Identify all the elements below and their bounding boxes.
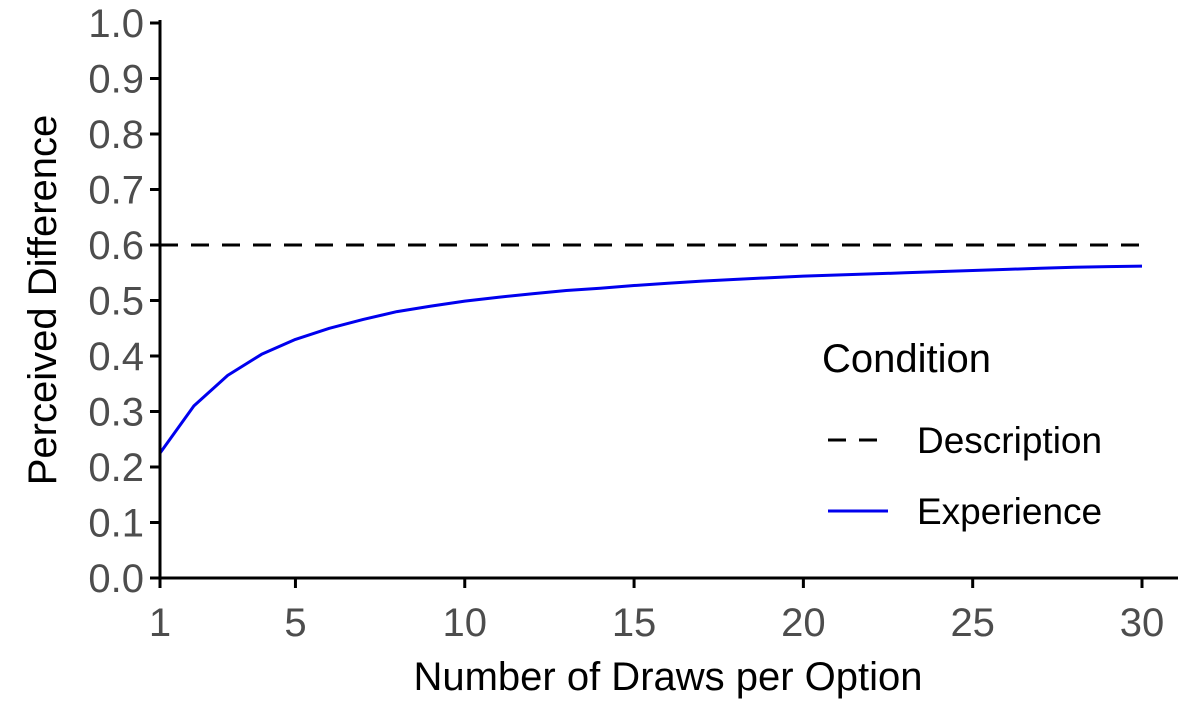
y-tick-label: 0.4 — [88, 335, 144, 379]
y-tick-label: 1.0 — [88, 2, 144, 46]
x-tick-label: 25 — [950, 601, 995, 645]
legend-title: Condition — [822, 337, 991, 381]
y-tick-label: 0.1 — [88, 502, 144, 546]
legend: Condition Description Experience — [822, 337, 1102, 532]
x-tick-label: 15 — [612, 601, 657, 645]
x-tick-label: 20 — [781, 601, 826, 645]
x-tick-label: 1 — [149, 601, 171, 645]
x-tick-label: 30 — [1120, 601, 1165, 645]
y-tick-label: 0.6 — [88, 224, 144, 268]
y-tick-label: 0.7 — [88, 169, 144, 213]
ticks: 0.00.10.20.30.40.50.60.70.80.91.01 5 10 15 2… — [88, 2, 1164, 645]
y-tick-label: 0.8 — [88, 113, 144, 157]
y-tick-label: 0.5 — [88, 280, 144, 324]
y-tick-label: 0.2 — [88, 446, 144, 490]
legend-label-description: Description — [917, 420, 1102, 461]
y-tick-label: 0.0 — [88, 557, 144, 601]
x-tick-label: 10 — [443, 601, 488, 645]
legend-label-experience: Experience — [917, 491, 1102, 532]
plot-area — [158, 243, 1143, 454]
y-tick-label: 0.3 — [88, 391, 144, 435]
x-axis-title: Number of Draws per Option — [413, 655, 922, 699]
y-axis-title: Perceived Difference — [21, 115, 65, 486]
y-tick-label: 0.9 — [88, 58, 144, 102]
x-tick-label: 5 — [284, 601, 306, 645]
series-line-experience — [158, 264, 1143, 454]
